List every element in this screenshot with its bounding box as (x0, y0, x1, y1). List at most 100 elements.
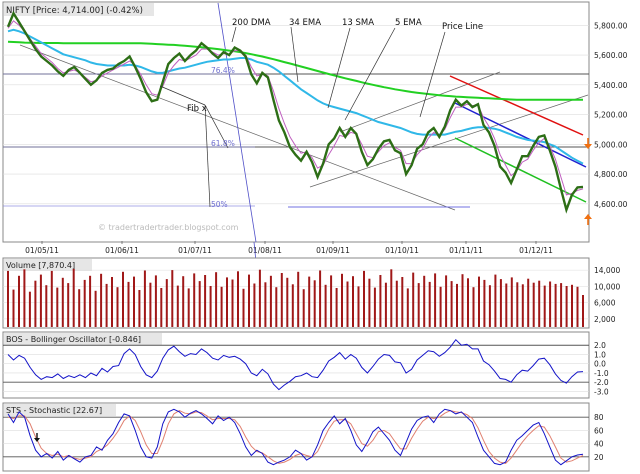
volume-bar (532, 282, 535, 327)
volume-bar (127, 281, 130, 327)
upper-trendline (339, 71, 501, 133)
volume-bar (560, 283, 563, 327)
volume-bar (439, 286, 442, 327)
fib-time-line-a (217, 2, 257, 243)
volume-bar (582, 295, 584, 327)
volume-bar (133, 276, 135, 327)
volume-bar (275, 287, 278, 327)
sell-arrow-icon (584, 138, 592, 149)
volume-bar (220, 286, 223, 327)
price-y-tick-label: 4,600.00 (594, 200, 628, 209)
watermark-text: © tradertradertrader.blogspot.com (98, 223, 239, 232)
price-panel: NIFTY [Price: 4,714.00] (-0.42%) 4,600.0… (2, 1, 628, 263)
volume-bar (253, 283, 256, 327)
stochastic-k-line (7, 408, 584, 466)
price-x-tick-labels: 01/05/11 01/06/11 01/07/11 01/08/11 01/09/11… (25, 241, 553, 255)
volume-bars (7, 268, 584, 328)
volume-bar (7, 270, 9, 327)
volume-bar (576, 286, 579, 327)
volume-bar (521, 284, 524, 327)
volume-bar (258, 269, 261, 327)
volume-panel-title: Volume [7,870.4] (6, 261, 75, 270)
volume-bar (72, 268, 75, 327)
volume-bar (395, 280, 398, 327)
volume-bar (23, 269, 26, 327)
volume-bar (330, 275, 333, 327)
volume-y-tick-label: 2,000 (594, 315, 616, 324)
x-tick-label: 01/12/11 (519, 246, 553, 255)
volume-bar (78, 289, 81, 327)
ema-5-line (7, 20, 584, 196)
x-tick-label: 01/11/11 (449, 246, 483, 255)
volume-bar (313, 280, 316, 327)
price-y-tick-label: 4,800.00 (594, 170, 628, 179)
price-line (6, 10, 584, 214)
volume-y-tick-label: 10,000 (594, 282, 620, 291)
bos-y-tick-label: 1.0 (594, 350, 606, 359)
volume-bar (472, 287, 475, 327)
volume-bar (138, 290, 141, 327)
price-y-tick-label: 5,400.00 (594, 81, 628, 90)
x-tick-label: 01/05/11 (25, 246, 59, 255)
label-price-line: Price Line (442, 22, 483, 32)
label-fib-x: Fib x (187, 104, 207, 114)
volume-bar (154, 275, 157, 327)
volume-bar (50, 270, 53, 327)
sts-panel: STS - Stochastic [22.67] 20 40 60 80 (2, 402, 604, 472)
volume-bar (549, 281, 552, 327)
green-channel-line (454, 137, 587, 203)
x-tick-label: 01/06/11 (105, 246, 139, 255)
volume-bar (488, 285, 491, 327)
price-y-tick-labels: 4,600.00 4,800.00 5,000.00 5,200.00 5,400.00… (594, 21, 628, 209)
sts-y-tick-label: 60 (594, 426, 604, 435)
volume-bar (478, 276, 480, 327)
volume-bar (116, 287, 119, 327)
x-tick-label: 01/09/11 (316, 246, 350, 255)
volume-bar (450, 281, 453, 327)
volume-bar (352, 276, 354, 327)
callout-fibx-c (204, 104, 229, 149)
volume-y-tick-label: 6,000 (594, 299, 616, 308)
volume-y-tick-label: 14,000 (594, 266, 620, 275)
price-gridlines (3, 25, 589, 205)
volume-y-tick-labels: 2,000 6,000 10,000 14,000 (594, 266, 620, 324)
bos-y-tick-label: -2.0 (594, 378, 609, 387)
volume-bar (215, 272, 218, 327)
price-title-bg (4, 3, 154, 16)
sts-y-tick-labels: 20 40 60 80 (594, 413, 604, 462)
volume-bar (456, 283, 458, 327)
volume-bar (280, 273, 283, 327)
volume-bar (434, 273, 437, 327)
volume-bar (527, 278, 530, 327)
volume-bar (237, 271, 239, 327)
blue-channel-line (454, 102, 587, 168)
label-34ema: 34 EMA (289, 18, 321, 28)
volume-bar (204, 275, 207, 327)
price-plot-area (2, 1, 590, 243)
down-arrow-icon (34, 433, 40, 442)
callout-34ema (290, 26, 299, 83)
volume-bar (302, 289, 305, 327)
volume-bar (445, 275, 448, 327)
red-resistance-line (449, 75, 584, 136)
volume-bar (193, 273, 196, 327)
volume-bar (571, 284, 573, 328)
volume-bar (467, 278, 469, 328)
bos-y-tick-label: -1.0 (594, 369, 609, 378)
volume-bar (324, 284, 327, 328)
volume-bar (565, 286, 568, 327)
bos-y-tick-label: 2.0 (594, 341, 606, 350)
bos-panel: BOS - Bollinger Oscillator [-0.846] -3.0… (2, 331, 609, 399)
volume-bar (122, 271, 124, 328)
callout-fibx-b (204, 104, 211, 208)
buy-arrow-icon (584, 214, 592, 225)
callout-fibx-a (159, 85, 206, 106)
volume-bar (176, 285, 179, 327)
volume-bar (510, 277, 513, 327)
volume-bar (61, 277, 64, 327)
callout-13sma (327, 27, 351, 109)
volume-bar (401, 277, 404, 327)
bos-gridlines (3, 344, 589, 392)
volume-bar (483, 279, 486, 327)
